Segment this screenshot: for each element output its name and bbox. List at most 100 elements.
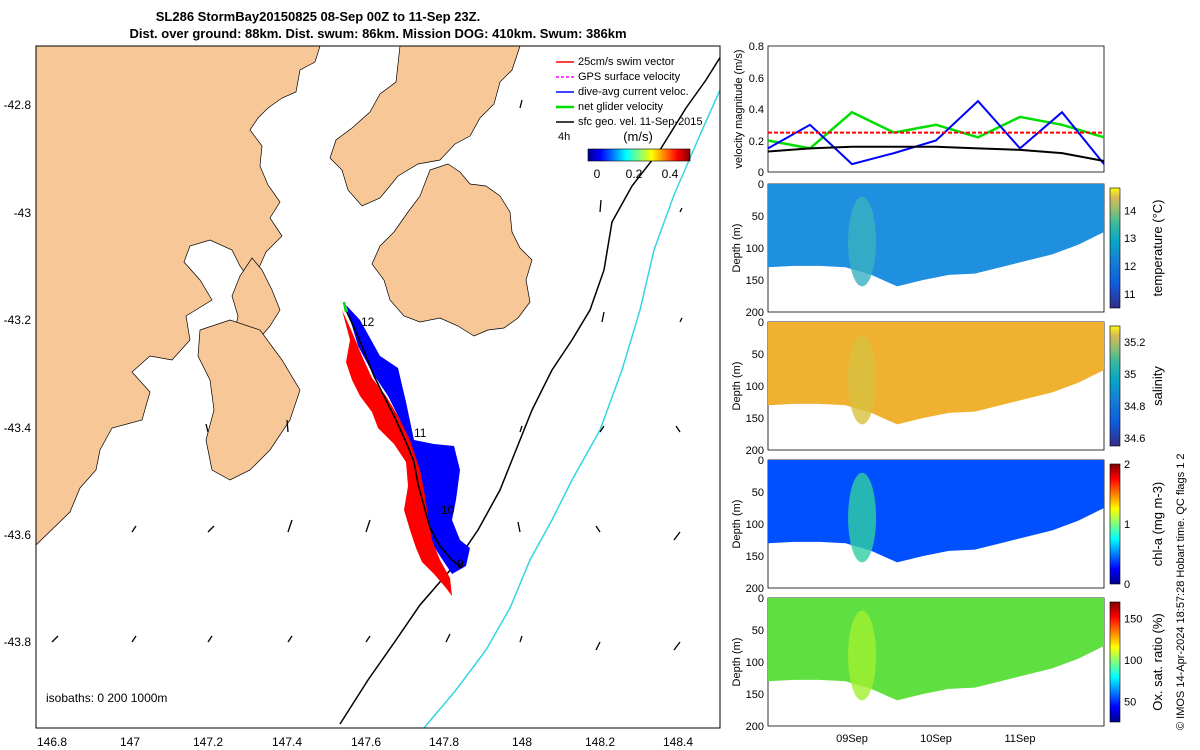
glider-track	[345, 309, 463, 569]
section-y-tick: 200	[746, 721, 764, 733]
velocity-y-tick: 0	[758, 167, 764, 179]
section-colorbar-tick: 0	[1124, 579, 1130, 591]
map-y-tick: -43.4	[4, 421, 32, 435]
map-y-tick: -43	[14, 206, 32, 220]
section-colorbar	[1109, 187, 1121, 309]
section-colorbar-tick: 2	[1124, 459, 1130, 471]
section-panel-salinity: 0 50 100 150 200 Depth (m) 34.6 34.8 35 35.2 salin…	[731, 317, 1165, 457]
velocity-y-tick: 0.4	[749, 104, 764, 116]
map-y-tick: -43.6	[4, 528, 32, 542]
section-y-tick: 150	[746, 275, 764, 287]
day-label-12: 12	[361, 315, 375, 329]
section-y-tick: 50	[752, 211, 764, 223]
sfc-geo-arrows	[51, 99, 683, 651]
section-y-label: Depth (m)	[731, 224, 743, 273]
map-y-tick: -43.8	[4, 635, 32, 649]
section-colorbar-label: temperature (°C)	[1150, 200, 1165, 297]
legend-label-current: dive-avg current veloc.	[578, 86, 689, 98]
map-x-tick: 146.8	[37, 735, 67, 749]
section-feature	[848, 196, 877, 287]
section-y-tick: 100	[746, 381, 764, 393]
section-y-tick: 100	[746, 657, 764, 669]
section-y-label: Depth (m)	[731, 638, 743, 687]
section-y-tick: 50	[752, 487, 764, 499]
map-y-axis: -42.8 -43 -43.2 -43.4 -43.6 -43.8	[4, 98, 32, 649]
section-colorbar-tick: 12	[1124, 261, 1136, 273]
map-colorbar-tick: 0.2	[626, 167, 643, 181]
isobath-1000m	[423, 89, 720, 728]
section-x-tick: 11Sep	[1005, 733, 1036, 745]
velocity-line-0	[767, 110, 1105, 150]
section-x-axis: 09Sep 10Sep 11Sep	[836, 733, 1035, 745]
land-west	[36, 46, 321, 546]
section-panel-chl-a: 0 50 100 150 200 Depth (m) 0 1 2 chl-a (mg m-3)	[731, 455, 1165, 595]
section-y-tick: 200	[746, 307, 764, 319]
legend-label-sfc: sfc geo. vel. 11-Sep-2015	[578, 116, 703, 128]
section-y-tick: 0	[758, 317, 764, 329]
velocity-line-1	[767, 99, 1105, 166]
land-northeast	[329, 46, 521, 207]
section-colorbar	[1109, 325, 1121, 447]
swim-vector-fan	[342, 310, 452, 596]
section-colorbar	[1109, 601, 1121, 723]
section-colorbar-tick: 50	[1124, 696, 1136, 708]
map-legend: 25cm/s swim vector GPS surface velocity …	[556, 56, 703, 143]
velocity-axes	[767, 45, 1105, 173]
section-feature	[848, 334, 877, 425]
map-colorbar-tick: 0	[594, 167, 601, 181]
legend-label-swim: 25cm/s swim vector	[578, 56, 675, 68]
section-y-tick: 50	[752, 349, 764, 361]
section-y-label: Depth (m)	[731, 362, 743, 411]
title-line-2: Dist. over ground: 88km. Dist. swum: 86k…	[129, 26, 626, 41]
section-colorbar-tick: 11	[1124, 289, 1135, 301]
section-colorbar-tick: 34.8	[1124, 401, 1145, 413]
section-y-tick: 200	[746, 445, 764, 457]
land-south	[197, 319, 301, 481]
section-colorbar-label: chl-a (mg m-3)	[1150, 482, 1165, 567]
legend-label-net: net glider velocity	[578, 101, 663, 113]
map-frame	[35, 45, 721, 729]
credit-line: © IMOS 14-Apr-2024 18:57:28 Hobart time.…	[1175, 453, 1187, 730]
map-y-tick: -43.2	[4, 313, 32, 327]
map-x-axis: 146.8 147 147.2 147.4 147.6 147.8 148 14…	[37, 735, 693, 749]
section-y-tick: 100	[746, 243, 764, 255]
map-panel: 12 11 10 9 146.8 147 147.2 147.4 147.6 1…	[4, 45, 721, 749]
section-y-tick: 150	[746, 413, 764, 425]
section-y-tick: 0	[758, 455, 764, 467]
day-label-11: 11	[414, 426, 427, 440]
velocity-series	[767, 99, 1105, 166]
section-colorbar-tick: 150	[1124, 614, 1142, 626]
map-x-tick: 147	[120, 735, 140, 749]
section-x-tick: 09Sep	[836, 733, 868, 745]
section-colorbar-tick: 100	[1124, 655, 1142, 667]
day-label-9: 9	[457, 557, 464, 571]
map-y-tick: -42.8	[4, 98, 32, 112]
section-x-tick: 10Sep	[920, 733, 952, 745]
map-x-tick: 147.6	[351, 735, 381, 749]
map-x-tick: 147.4	[272, 735, 302, 749]
section-colorbar-tick: 35.2	[1124, 337, 1145, 349]
section-y-tick: 100	[746, 519, 764, 531]
section-y-tick: 150	[746, 551, 764, 563]
section-colorbar-label: Ox. sat. ratio (%)	[1150, 613, 1165, 711]
section-y-tick: 0	[758, 593, 764, 605]
map-x-tick: 148.4	[663, 735, 693, 749]
section-y-tick: 150	[746, 689, 764, 701]
velocity-panel: 0 0.2 0.4 0.6 0.8 velocity magnitude (m/…	[733, 41, 1105, 179]
map-colorbar-bar	[587, 148, 691, 162]
section-y-tick: 0	[758, 179, 764, 191]
section-feature	[848, 472, 877, 563]
map-colorbar: (m/s) 0 0.2 0.4	[587, 129, 691, 181]
velocity-y-label: velocity magnitude (m/s)	[733, 49, 745, 168]
day-label-10: 10	[441, 503, 455, 517]
section-colorbar-tick: 1	[1124, 519, 1130, 531]
section-panel-oxygen-saturation: 0 50 100 150 200 Depth (m) 50 100 150 Ox. sat. ra…	[731, 593, 1165, 733]
map-x-tick: 147.2	[193, 735, 223, 749]
section-feature	[848, 610, 877, 701]
section-y-tick: 50	[752, 625, 764, 637]
title-line-1: SL286 StormBay20150825 08-Sep 00Z to 11-…	[156, 9, 480, 24]
section-panel-temperature: 0 50 100 150 200 Depth (m) 11 12 13 14 temperature…	[731, 179, 1165, 319]
map-x-tick: 147.8	[429, 735, 459, 749]
